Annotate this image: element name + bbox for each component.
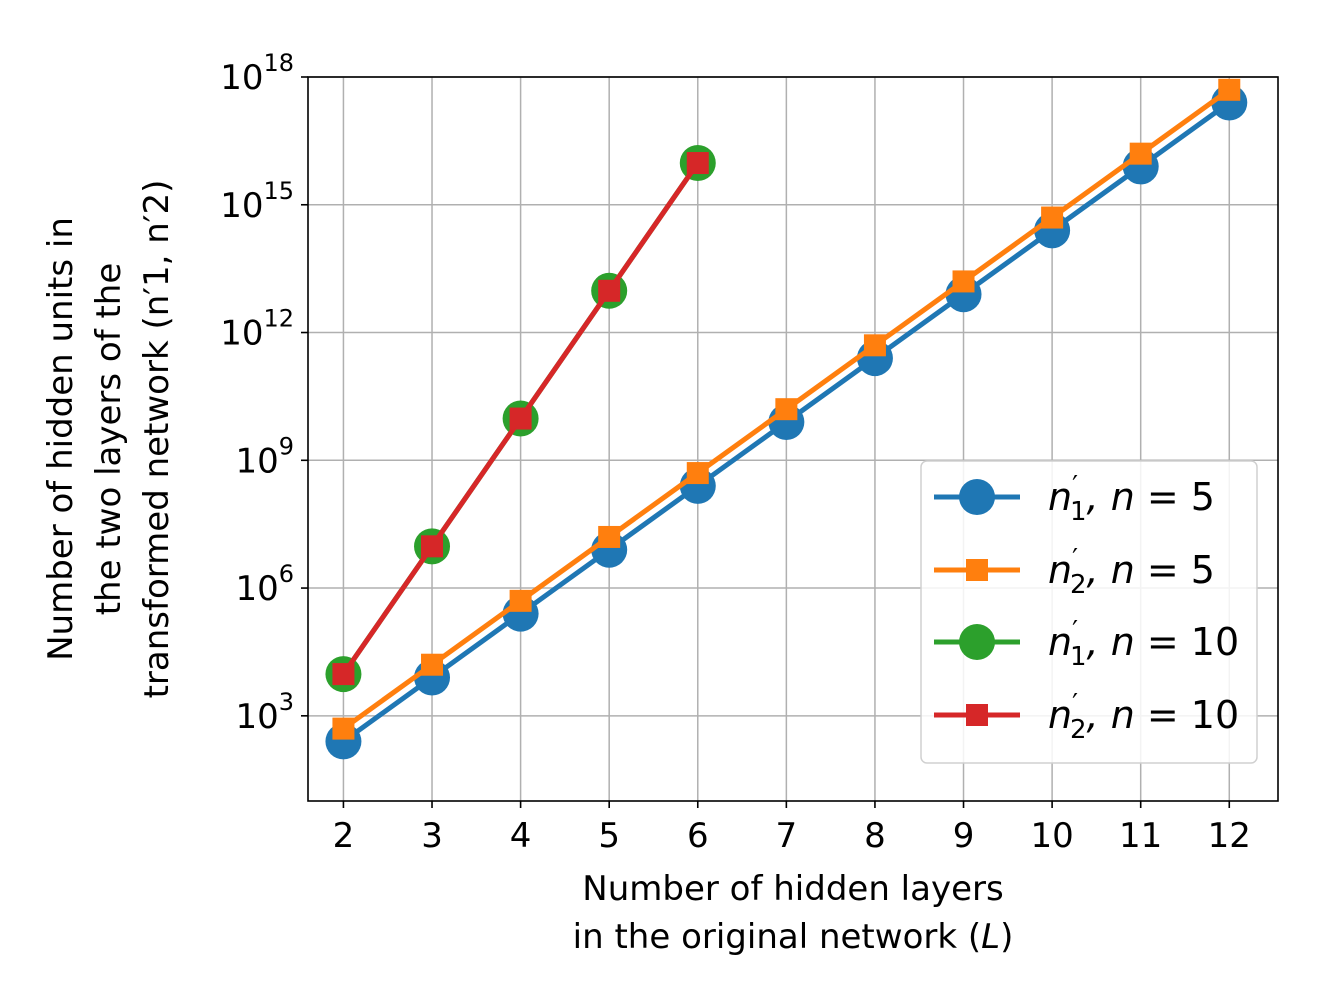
series-group — [332, 152, 709, 686]
legend-symbol: n — [1048, 475, 1072, 519]
legend-rest: , n = — [1087, 620, 1191, 664]
x-tick-label: 11 — [1119, 816, 1162, 856]
legend-label: n′ 2, n = 10 — [1048, 689, 1239, 745]
x-tick-label: 4 — [510, 816, 532, 856]
legend-box — [920, 460, 1258, 764]
y-tick-label: 106 — [235, 560, 294, 609]
y-tick-exponent: 9 — [279, 432, 294, 460]
legend-item: n′ 1, n = 5 — [934, 471, 1215, 527]
legend-item: n′ 2, n = 5 — [934, 544, 1215, 600]
x-tick-label: 7 — [776, 816, 798, 856]
x-tick-label: 3 — [421, 816, 443, 856]
y-tick-base: 10 — [235, 697, 278, 737]
legend-marker — [959, 479, 995, 515]
y-tick-label: 103 — [235, 688, 294, 737]
plot-frame — [307, 76, 1279, 802]
x-tick-label: 8 — [864, 816, 886, 856]
legend-subscript: 2 — [1070, 570, 1087, 600]
y-tick-base: 10 — [220, 58, 263, 98]
y-tick-exponent: 15 — [263, 177, 294, 205]
data-point — [332, 717, 355, 740]
legend-number: 10 — [1191, 620, 1239, 664]
y-axis-label: Number of hidden units in the two layers … — [41, 180, 177, 699]
data-point — [421, 535, 444, 558]
data-point — [952, 270, 975, 293]
y-tick-label: 1012 — [220, 305, 294, 354]
data-point — [686, 152, 709, 175]
y-tick-base: 10 — [235, 441, 278, 481]
y-tick-base: 10 — [220, 314, 263, 354]
legend: n′ 1, n = 5n′ 2, n = 5n′ 1, n = 10n′ 2, n = … — [920, 460, 1258, 764]
legend-marker — [959, 624, 995, 660]
data-point — [1041, 206, 1064, 229]
legend-rest: , n = — [1087, 475, 1191, 519]
legend-label: n′ 2, n = 5 — [1048, 544, 1215, 600]
y-tick-label: 109 — [235, 432, 294, 481]
y-tick-exponent: 3 — [279, 688, 294, 716]
x-tick-label: 2 — [333, 816, 355, 856]
y-tick-exponent: 18 — [263, 49, 294, 77]
legend-prime: ′ — [1072, 544, 1078, 574]
legend-prime: ′ — [1072, 689, 1078, 719]
legend-symbol: n — [1048, 693, 1072, 737]
data-point — [863, 334, 886, 357]
data-point — [421, 653, 444, 676]
legend-item: n′ 2, n = 10 — [934, 689, 1239, 745]
legend-symbol: n — [1048, 620, 1072, 664]
legend-marker — [966, 704, 988, 726]
data-point — [332, 663, 355, 686]
legend-label: n′ 1, n = 10 — [1048, 616, 1239, 672]
legend-prime: ′ — [1072, 616, 1078, 646]
legend-number: 5 — [1191, 548, 1215, 592]
legend-marker — [966, 559, 988, 581]
data-point — [775, 398, 798, 421]
legend-subscript: 2 — [1070, 715, 1087, 745]
legend-prime: ′ — [1072, 471, 1078, 501]
plot-series — [325, 78, 1248, 760]
y-axis-label-line: the two layers of the — [89, 263, 129, 616]
legend-subscript: 1 — [1070, 642, 1087, 672]
x-axis-label-text: in the original network ( — [573, 917, 981, 957]
y-axis-label-line: Number of hidden units in — [41, 217, 81, 661]
legend-rest: , n = — [1087, 693, 1191, 737]
x-tick-label: 5 — [598, 816, 620, 856]
y-tick-label: 1015 — [220, 177, 294, 226]
x-axis-label-text: ) — [1000, 917, 1013, 957]
data-point — [686, 462, 709, 485]
legend-symbol: n — [1048, 548, 1072, 592]
y-tick-base: 10 — [235, 569, 278, 609]
data-point — [598, 525, 621, 548]
data-point — [509, 589, 532, 612]
data-point — [509, 407, 532, 430]
data-point — [1218, 78, 1241, 101]
y-tick-exponent: 6 — [279, 560, 294, 588]
y-tick-base: 10 — [220, 186, 263, 226]
x-axis-label-line: Number of hidden layers — [582, 869, 1003, 909]
x-tick-label: 10 — [1030, 816, 1073, 856]
x-tick-label: 12 — [1208, 816, 1251, 856]
legend-rest: , n = — [1087, 548, 1191, 592]
y-axis-label-line: transformed network (n′1, n′2) — [137, 180, 177, 699]
data-point — [598, 279, 621, 302]
x-tick-label: 6 — [687, 816, 709, 856]
x-axis-ticks: 2 3 4 5 6 7 8 9 10 11 12 — [333, 801, 1251, 856]
x-axis-label: Number of hidden layers in the original n… — [573, 869, 1014, 957]
legend-subscript: 1 — [1070, 497, 1087, 527]
series-group — [332, 78, 1241, 740]
y-tick-exponent: 12 — [263, 305, 294, 333]
y-tick-label: 1018 — [220, 49, 294, 98]
legend-label: n′ 1, n = 5 — [1048, 471, 1215, 527]
x-axis-label-symbol: L — [981, 917, 1000, 957]
legend-item: n′ 1, n = 10 — [934, 616, 1239, 672]
data-point — [1129, 142, 1152, 165]
legend-number: 10 — [1191, 693, 1239, 737]
x-axis-label-line: in the original network (L) — [573, 917, 1014, 957]
legend-number: 5 — [1191, 475, 1215, 519]
x-tick-label: 9 — [953, 816, 975, 856]
